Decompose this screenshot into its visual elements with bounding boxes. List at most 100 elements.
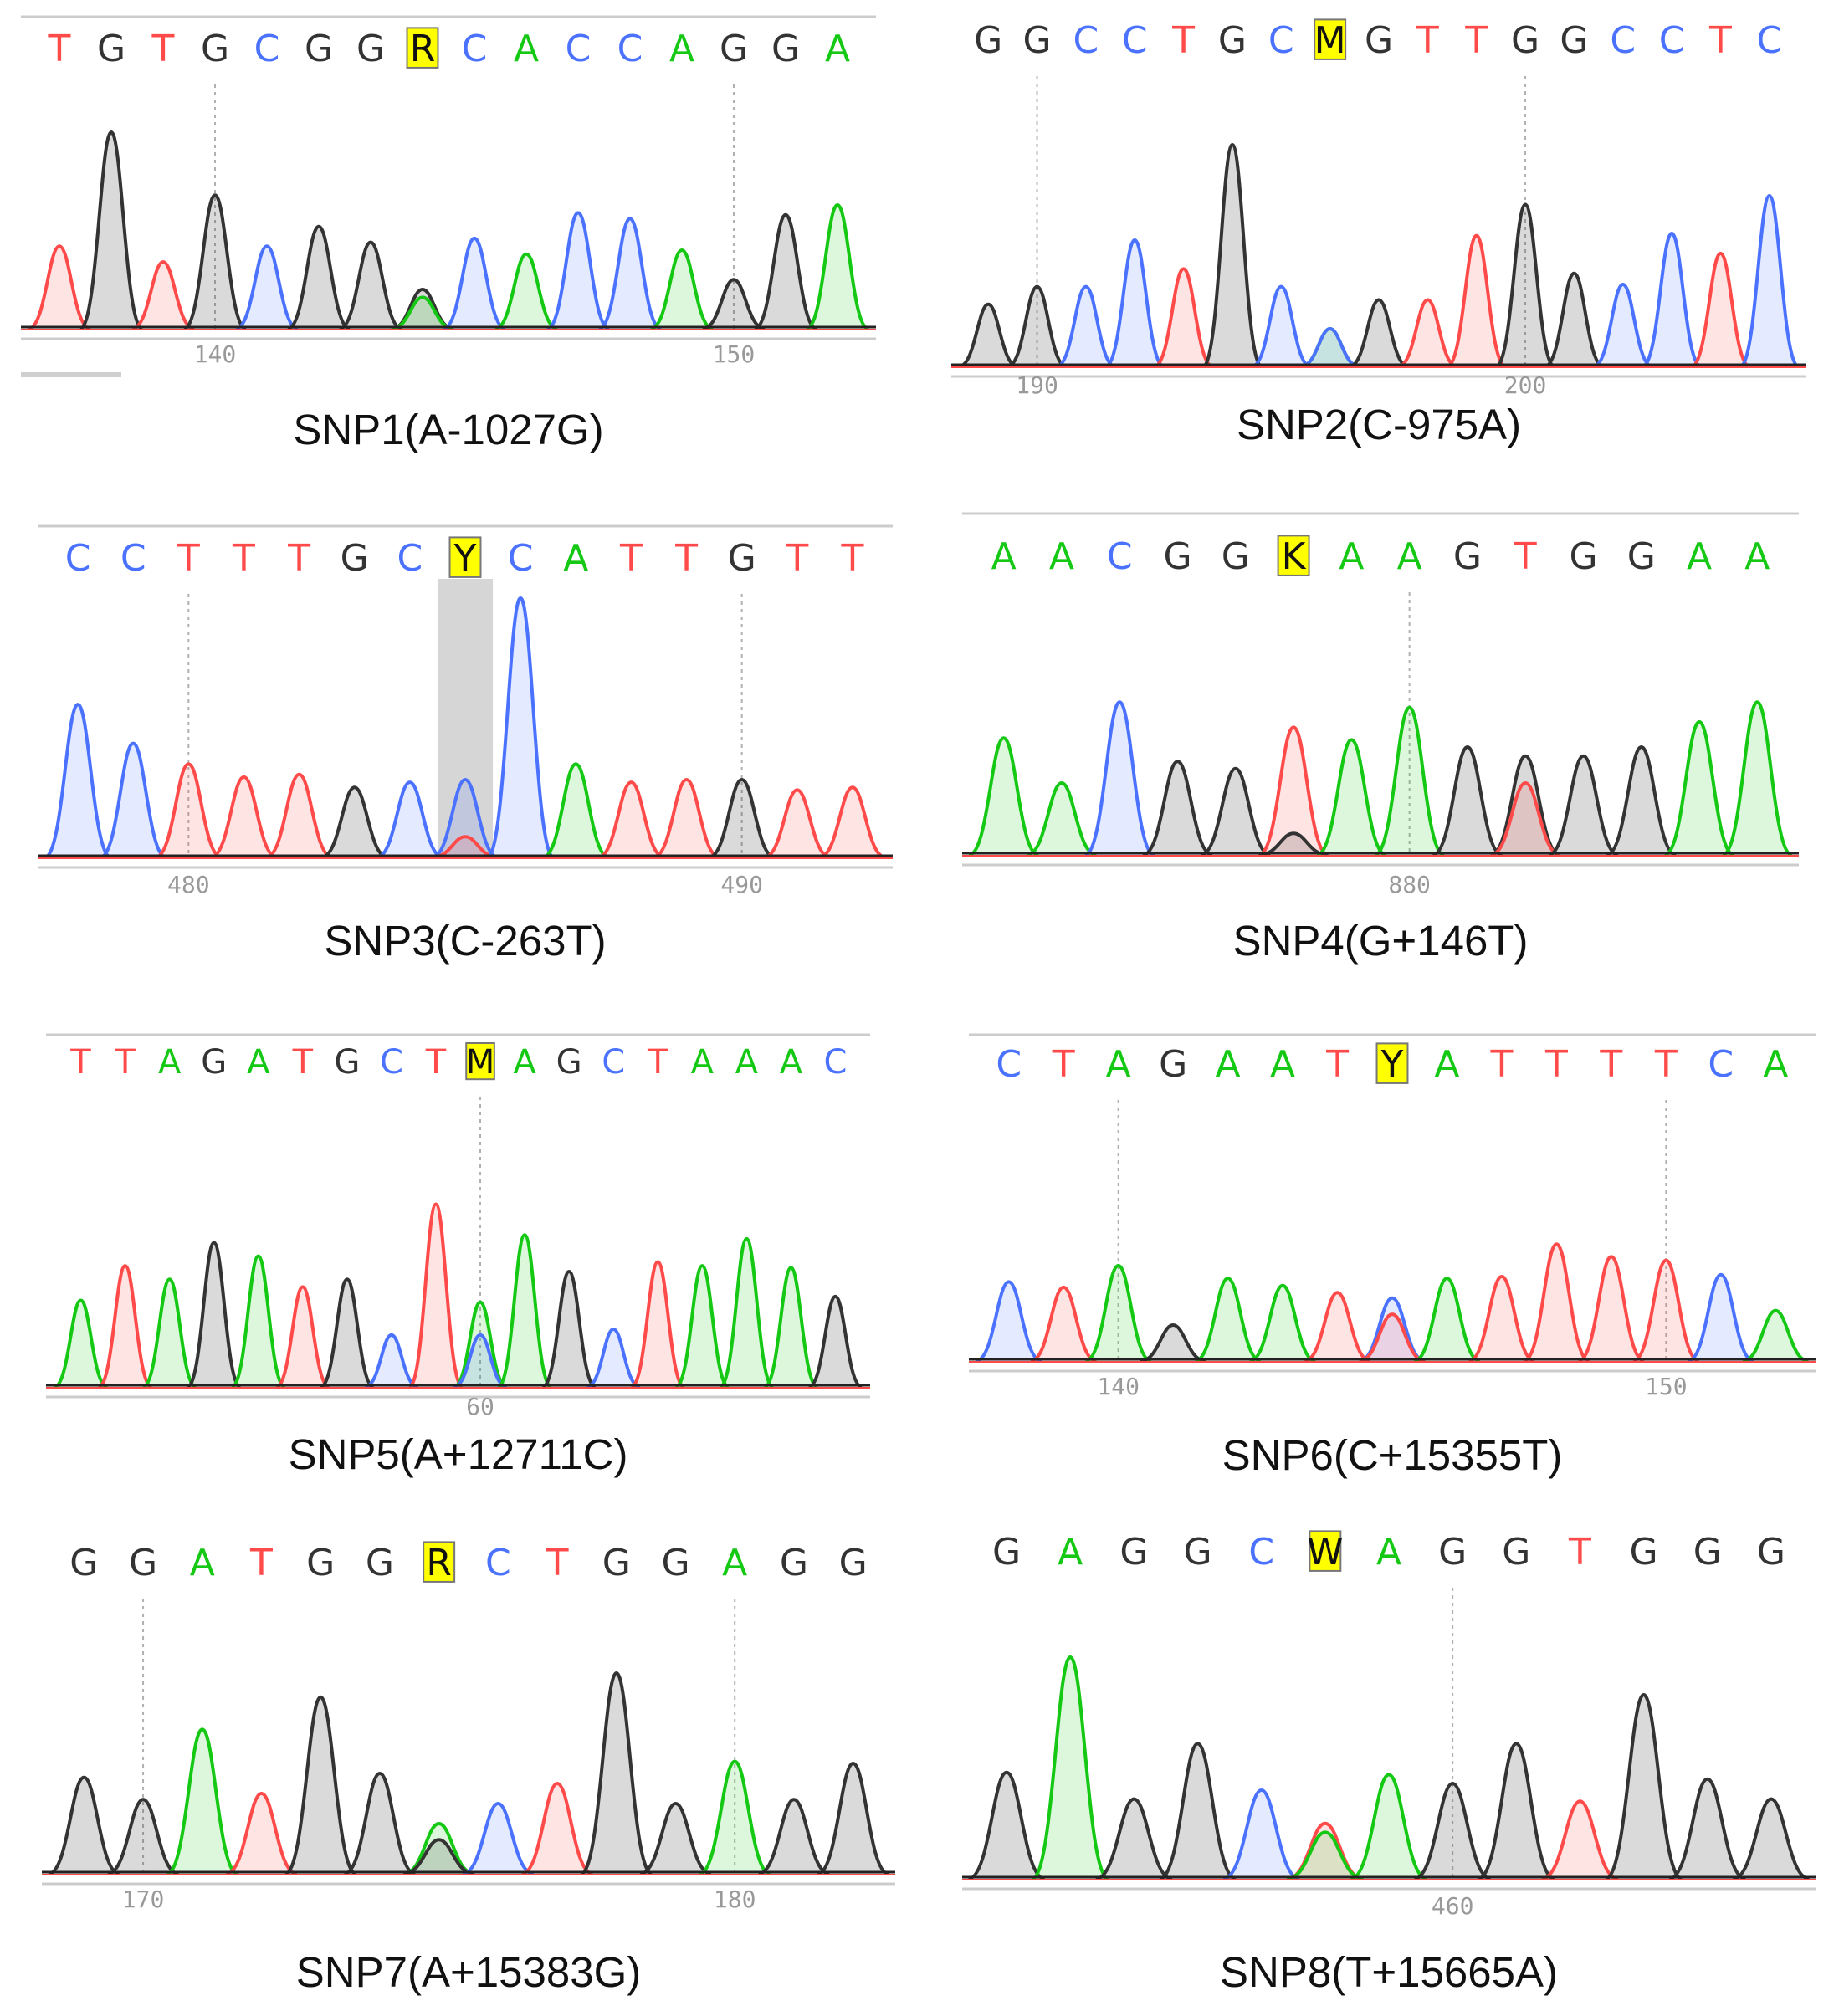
peak-T xyxy=(275,1285,330,1389)
base-call-letter: G xyxy=(1218,19,1247,62)
base-call-letter: T xyxy=(151,28,175,70)
base-call-letter: T xyxy=(674,537,698,580)
peak-G xyxy=(284,1695,357,1875)
peak-T xyxy=(265,772,333,859)
panel-snp4: 880 A A C G G K A A G T G G A A SNP4(G+146T) xyxy=(962,512,1799,976)
caption-snp3: SNP3(C-263T) xyxy=(324,917,607,965)
base-call-letter: G xyxy=(839,1542,868,1584)
peak-G xyxy=(702,278,766,330)
tick-label: 190 xyxy=(1016,371,1058,399)
caption-snp8: SNP8(T+15665A) xyxy=(1220,1948,1558,1996)
peak-A xyxy=(763,1266,819,1389)
base-call-letter: G xyxy=(1453,535,1482,578)
peak-T xyxy=(154,762,223,859)
base-call-letter: M xyxy=(1314,19,1346,62)
peak-A xyxy=(699,1759,771,1875)
base-call-letter: A xyxy=(1376,1531,1401,1573)
peak-G xyxy=(320,1277,375,1389)
base-call-letter: W xyxy=(1307,1531,1344,1573)
peak-G xyxy=(48,1775,120,1875)
peak-T xyxy=(1397,298,1458,368)
peak-G xyxy=(1142,760,1213,857)
caption-snp4: SNP4(G+146T) xyxy=(1232,917,1529,965)
base-call-letter: G xyxy=(728,537,756,580)
base-call-letter: T xyxy=(1568,1531,1591,1573)
base-call-letter: A xyxy=(1216,1043,1241,1086)
peak-G xyxy=(343,1772,417,1875)
chromatogram-snp5: 60T T A G A T G C T M A G C T A A A C xyxy=(46,1033,870,1420)
peak-A xyxy=(1194,1277,1262,1363)
peak-G xyxy=(1349,298,1409,368)
peak-C xyxy=(1104,238,1165,368)
base-call-letter: A xyxy=(1434,1043,1459,1086)
peak-T xyxy=(1258,725,1329,857)
peak-A xyxy=(968,736,1039,857)
ambiguity-highlight xyxy=(1309,1530,1342,1572)
peak-C xyxy=(586,1328,641,1389)
base-call-letter: G xyxy=(1365,19,1393,62)
peak-G xyxy=(639,1802,712,1875)
base-call-letter: Y xyxy=(453,537,477,580)
panel-snp2: 190 200 G G C C T G C M G T T G G C C T C SNP2(C-975A) xyxy=(951,15,1806,467)
base-call-letter: G xyxy=(69,1542,98,1584)
peak-G xyxy=(580,1671,653,1875)
base-call-letter: A xyxy=(1397,535,1422,578)
panel-snp8: 460 G A G G C W A G G T G G G SNP8(T+15665A) xyxy=(962,1530,1816,2006)
base-call-letter: G xyxy=(1757,1531,1785,1573)
peak-A xyxy=(719,1236,775,1389)
peak-C xyxy=(462,1802,535,1875)
base-call-letter: G xyxy=(1502,1531,1530,1573)
base-call-letter: C xyxy=(380,1043,403,1082)
base-call-letter: C xyxy=(1756,19,1782,62)
peak-C xyxy=(546,211,611,330)
peak-C xyxy=(1083,700,1155,857)
tick-label: 460 xyxy=(1432,1892,1474,1920)
peak-G xyxy=(402,1838,475,1875)
peak-C xyxy=(1739,193,1800,368)
peak-T xyxy=(1153,267,1214,368)
base-call-letter: T xyxy=(1514,535,1537,578)
base-call-letter: A xyxy=(1270,1043,1295,1086)
peak-A xyxy=(1742,1308,1810,1363)
base-call-letter: T xyxy=(249,1542,273,1584)
peak-T xyxy=(1632,1258,1700,1363)
base-call-letter: G xyxy=(1159,1043,1187,1086)
base-call-letter: T xyxy=(1708,19,1732,62)
peak-T xyxy=(1523,1242,1590,1363)
base-call-letter: G xyxy=(306,1542,335,1584)
peak-T xyxy=(1304,1291,1371,1363)
peak-A xyxy=(1663,719,1735,857)
base-call-letter: G xyxy=(1693,1531,1722,1573)
peak-C xyxy=(1251,284,1312,368)
peak-T xyxy=(1541,1799,1619,1880)
base-call-letter: G xyxy=(556,1043,582,1082)
base-call-letter: G xyxy=(1569,535,1597,578)
peak-T xyxy=(225,1792,298,1875)
peak-A xyxy=(674,1264,730,1389)
base-call-letter: A xyxy=(722,1542,747,1584)
peak-T xyxy=(653,778,720,859)
peak-T xyxy=(1690,251,1751,368)
base-call-letter: C xyxy=(120,537,146,580)
peak-G xyxy=(1732,1797,1811,1880)
base-call-letter: T xyxy=(425,1043,447,1082)
peak-T xyxy=(763,788,832,859)
peak-G xyxy=(1494,202,1556,368)
base-call-letter: T xyxy=(1489,1043,1513,1086)
peak-G xyxy=(1432,745,1503,857)
peak-A xyxy=(497,1233,553,1389)
peak-C xyxy=(443,236,506,330)
base-call-letter: A xyxy=(1106,1043,1131,1086)
panel-snp5: 60 T T A G A T G C T M A G C T A A A C SNP5(A+12711C) xyxy=(46,1033,870,1485)
base-call-letter: T xyxy=(1544,1043,1568,1086)
peak-T xyxy=(597,780,665,859)
base-call-letter: C xyxy=(1122,19,1148,62)
panel-snp7: 170 180 G G A T G G R C T G G A G G SNP7(A+15383G) xyxy=(42,1538,895,2006)
base-call-letter: G xyxy=(356,28,385,70)
peak-T xyxy=(407,1202,464,1389)
tick-label: 170 xyxy=(122,1886,165,1913)
base-call-letter: G xyxy=(341,537,369,580)
peak-G xyxy=(79,130,144,330)
